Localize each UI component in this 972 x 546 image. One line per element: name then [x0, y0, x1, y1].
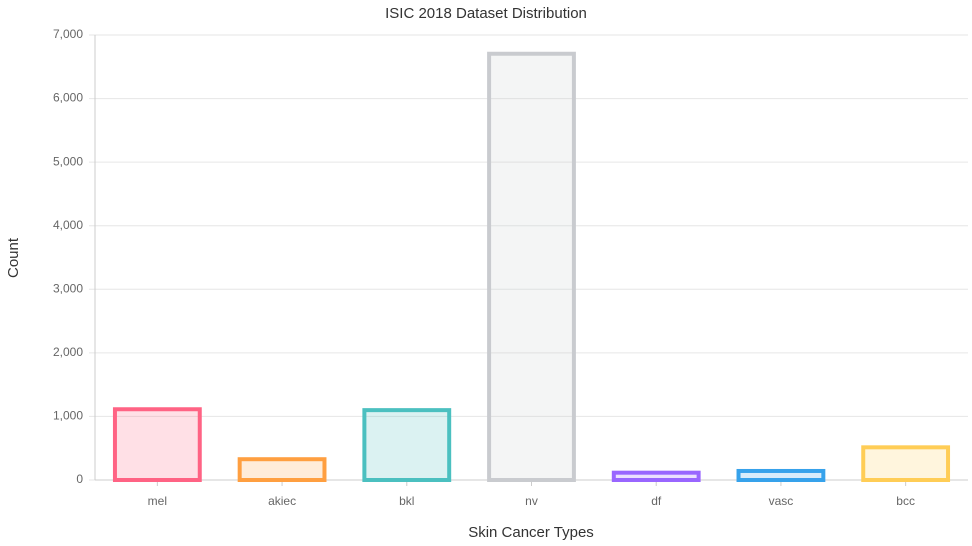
y-axis-title: Count: [5, 237, 22, 278]
bar: [611, 470, 701, 483]
x-tick-label: bkl: [399, 494, 414, 508]
bar: [362, 408, 452, 483]
x-tick-label: vasc: [769, 494, 794, 508]
bar: [487, 51, 576, 482]
x-axis-title: Skin Cancer Types: [468, 524, 594, 541]
y-tick-label: 5,000: [53, 154, 83, 168]
x-tick-label: akiec: [268, 494, 296, 508]
y-tick-label: 1,000: [53, 409, 83, 423]
x-tick-label: bcc: [896, 494, 915, 508]
y-tick-label: 7,000: [53, 27, 83, 41]
bar: [861, 445, 951, 482]
x-tick-label: df: [651, 494, 662, 508]
y-tick-label: 3,000: [53, 281, 83, 295]
y-tick-label: 2,000: [53, 345, 83, 359]
chart-title: ISIC 2018 Dataset Distribution: [385, 5, 587, 22]
bar: [112, 407, 202, 482]
x-tick-label: mel: [148, 494, 167, 508]
y-tick-label: 0: [76, 472, 83, 486]
x-tick-label: nv: [525, 494, 538, 508]
bar: [237, 457, 327, 482]
y-tick-label: 6,000: [53, 91, 83, 105]
y-tick-label: 4,000: [53, 218, 83, 232]
bar: [736, 468, 826, 483]
